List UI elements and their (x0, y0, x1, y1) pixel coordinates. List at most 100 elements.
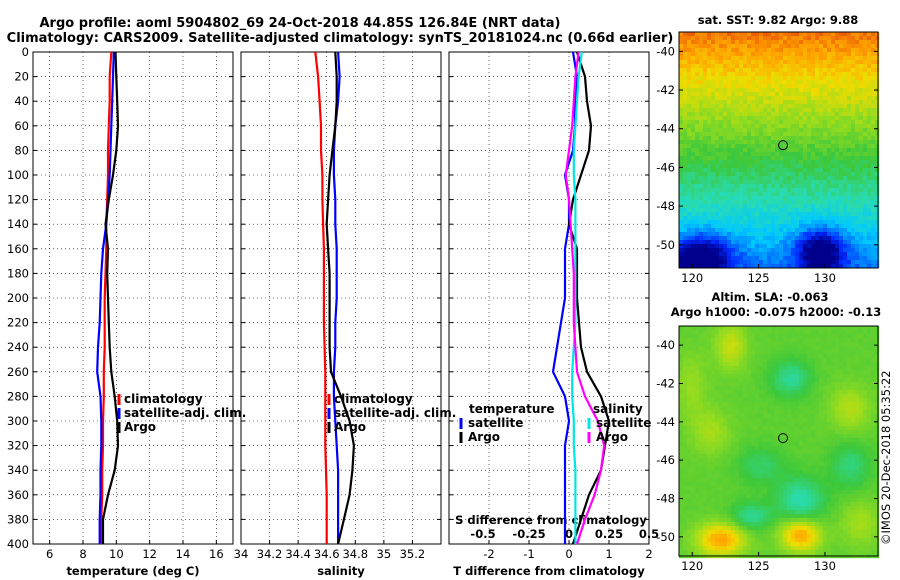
x-tick-label: 16 (209, 547, 224, 561)
map-y-tick-label: -48 (656, 199, 675, 213)
x-tick-label: 35 (377, 547, 392, 561)
series-climatology (100, 51, 113, 544)
x-tick-label: 6 (46, 547, 53, 561)
panel-sla-map: 120 125 130 -40 -42 -44 -46 -48 -50 Altim. SLA: -… (656, 290, 881, 573)
y-tick-label: 340 (7, 463, 29, 477)
x-tick-label: 8 (79, 547, 86, 561)
map-field (679, 32, 880, 269)
y-tick-label: 160 (7, 242, 29, 256)
imos-timestamp: ©IMOS 20-Dec-2018 05:35:22 (879, 370, 893, 545)
y-tick-label: 260 (7, 365, 29, 379)
series-s-argo (564, 51, 606, 545)
x-axis-label: T difference from climatology (453, 564, 645, 578)
x-tick-label: 34.8 (342, 547, 368, 561)
map-x-tick-label: 125 (748, 271, 770, 285)
y-tick-label: 240 (7, 340, 29, 354)
legend-entry: satellite-adj. clim. (334, 406, 456, 420)
legend-entry: climatology (124, 392, 203, 406)
panel-temperature: 6 8 10 12 14 16020406080100120140160180200220… (7, 45, 246, 578)
map-y-tick-label: -44 (656, 122, 675, 136)
map-y-tick-label: -44 (656, 415, 675, 429)
series-argo (101, 51, 120, 544)
x-tick-label: 1 (605, 547, 612, 561)
map-frame (678, 31, 879, 269)
s-axis-label: S difference from climatology (455, 513, 647, 527)
y-tick-label: 80 (14, 143, 29, 157)
y-tick-label: 120 (7, 193, 29, 207)
s-tick-label: -0.25 (512, 527, 545, 541)
legend-entry: Argo (124, 420, 156, 434)
map-x-tick-label: 125 (748, 559, 770, 573)
series-satellite-adj-clim- (96, 51, 115, 544)
series-argo (325, 51, 355, 545)
map-x-tick-label: 130 (814, 271, 836, 285)
map-y-tick-label: -46 (656, 160, 675, 174)
series-s-satellite (571, 51, 583, 544)
y-tick-label: 60 (14, 119, 29, 133)
y-tick-label: 220 (7, 316, 29, 330)
argo-location-marker (778, 433, 789, 444)
y-tick-label: 380 (7, 512, 29, 526)
y-tick-label: 180 (7, 266, 29, 280)
map-y-tick-label: -40 (656, 338, 675, 352)
map-y-tick-label: -50 (656, 530, 675, 544)
s-tick-label: 0.25 (595, 527, 623, 541)
legend-title-salinity: salinity (593, 402, 643, 416)
map-y-tick-label: -50 (656, 238, 675, 252)
title-line2: Climatology: CARS2009. Satellite-adjuste… (7, 31, 674, 46)
legend-title-temperature: temperature (469, 402, 554, 416)
legend-entry: Argo (334, 420, 366, 434)
y-tick-label: 360 (7, 488, 29, 502)
map-frame (678, 325, 879, 557)
x-tick-label: 35.2 (400, 547, 426, 561)
argo-location-marker (778, 140, 789, 151)
x-tick-label: -2 (483, 547, 494, 561)
x-tick-label: 34.4 (285, 547, 311, 561)
y-tick-label: 300 (7, 414, 29, 428)
map-y-tick-label: -40 (656, 44, 675, 58)
map-y-tick-label: -48 (656, 492, 675, 506)
sla-map-subtitle: Argo h1000: -0.075 h2000: -0.13 (671, 305, 882, 319)
x-tick-label: 12 (142, 547, 157, 561)
legend-entry: climatology (334, 392, 413, 406)
map-y-tick-label: -42 (656, 377, 675, 391)
series-climatology (314, 51, 328, 544)
legend-entry: satellite (596, 416, 651, 430)
legend-entry: satellite (468, 416, 523, 430)
legend-entry: Argo (468, 430, 500, 444)
y-tick-label: 140 (7, 217, 29, 231)
map-y-tick-label: -46 (656, 453, 675, 467)
s-tick-label: -0.5 (470, 527, 495, 541)
x-tick-label: 34 (234, 547, 249, 561)
s-tick-label: 0 (565, 527, 573, 541)
title-line1: Argo profile: aoml 5904802_69 24-Oct-201… (40, 16, 561, 31)
x-axis-label: temperature (deg C) (66, 564, 199, 578)
map-y-tick-label: -42 (656, 83, 675, 97)
map-field (679, 326, 880, 559)
y-tick-label: 100 (7, 168, 29, 182)
sla-map-title: Altim. SLA: -0.063 (711, 290, 828, 304)
x-tick-label: 10 (109, 547, 124, 561)
x-tick-label: 34.2 (257, 547, 283, 561)
y-tick-label: 40 (14, 94, 29, 108)
y-tick-label: 0 (22, 45, 29, 59)
legend-entry: Argo (596, 430, 628, 444)
s-tick-label: 0.5 (639, 527, 659, 541)
x-tick-label: 14 (176, 547, 191, 561)
sst-map-title: sat. SST: 9.82 Argo: 9.88 (698, 13, 858, 27)
y-tick-label: 20 (14, 70, 29, 84)
y-tick-label: 200 (7, 291, 29, 305)
panel-salinity: 34 34.2 34.4 34.6 34.8 35 35.2 salinity climatol… (234, 51, 456, 578)
x-tick-label: 34.6 (314, 547, 340, 561)
x-tick-label: 0 (565, 547, 572, 561)
x-tick-label: 2 (645, 547, 652, 561)
legend-entry: satellite-adj. clim. (124, 406, 246, 420)
x-axis-label: salinity (317, 564, 365, 578)
x-tick-label: -1 (523, 547, 534, 561)
panel-difference: -2 -1 0 1 2 -0.5 -0.25 0 0.25 0.5S difference fro… (448, 51, 659, 578)
map-x-tick-label: 130 (814, 559, 836, 573)
map-x-tick-label: 120 (681, 559, 703, 573)
y-tick-label: 400 (7, 537, 29, 551)
panel-sst-map: 120 125 130 -40 -42 -44 -46 -48 -50 sat. SST: 9.8… (656, 13, 880, 285)
